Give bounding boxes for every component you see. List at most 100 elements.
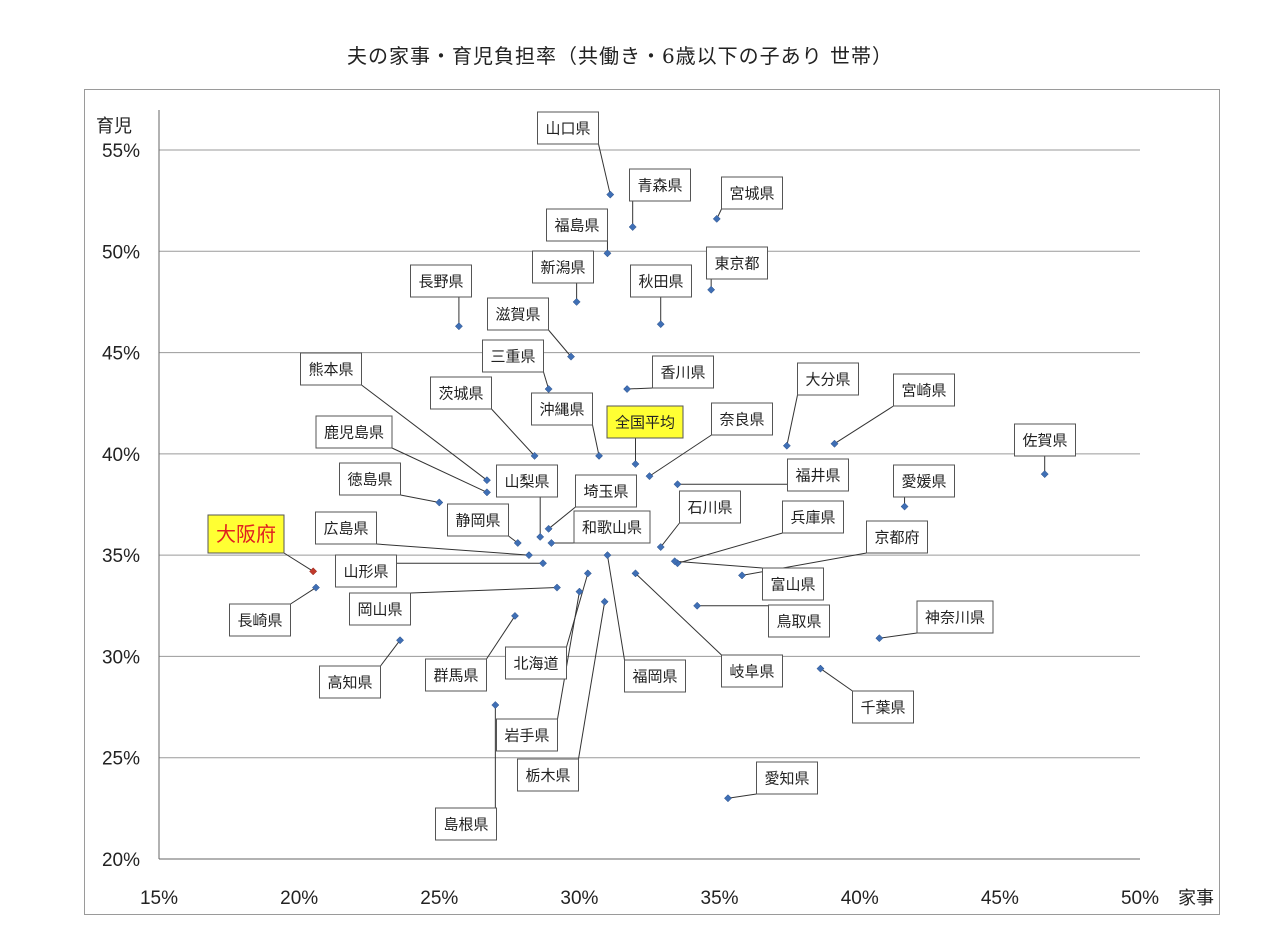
point-label: 長野県 (418, 272, 463, 290)
data-point (816, 664, 825, 673)
point-label: 北海道 (513, 654, 558, 672)
point-label: 鹿児島県 (324, 423, 384, 441)
point-label: 沖縄県 (539, 400, 584, 418)
axis-labels: 育児 家事 20%25%30%35%40%45%50%55%15% 20% 25% 3… (96, 116, 1214, 909)
y-tick-label: 45% (102, 344, 140, 365)
data-point (525, 551, 533, 560)
data-point (693, 601, 702, 610)
leader-line (361, 384, 488, 481)
leader-line (677, 532, 783, 564)
leader-line (380, 639, 401, 667)
point-label: 徳島県 (347, 470, 392, 488)
point-label-box (797, 362, 859, 396)
point-label: 大分県 (805, 370, 850, 388)
y-tick-label: 30% (102, 647, 140, 668)
y-tick-label: 35% (102, 546, 140, 567)
data-point (782, 441, 791, 450)
point-label-box (624, 659, 686, 693)
point-label: 福岡県 (632, 667, 677, 685)
data-point (645, 472, 654, 481)
leader-line (410, 587, 558, 594)
data-point (603, 249, 612, 258)
point-label: 岡山県 (357, 600, 402, 618)
leader-line (376, 543, 530, 556)
data-point (536, 532, 545, 541)
data-point (830, 439, 839, 448)
point-label-box (207, 514, 285, 554)
data-point (707, 285, 716, 294)
point-label: 秋田県 (638, 272, 683, 290)
point-label-box (706, 246, 768, 280)
y-tick-label: 55% (102, 141, 140, 162)
data-point (606, 190, 615, 199)
point-label-box (300, 352, 362, 386)
data-point (396, 636, 404, 645)
x-tick-label: 50% (1121, 888, 1159, 909)
point-label-box (447, 503, 509, 537)
point-label: 広島県 (323, 519, 368, 537)
data-point (530, 451, 539, 460)
y-axis-title: 育児 (96, 116, 132, 137)
data-point (631, 569, 640, 578)
data-point (628, 223, 637, 231)
point-label-box (1014, 423, 1076, 457)
leader-line (674, 560, 763, 569)
data-point (656, 543, 665, 551)
data-point (656, 320, 665, 329)
point-label-box (787, 458, 849, 492)
point-label: 神奈川県 (925, 608, 985, 626)
point-label-box (679, 490, 741, 524)
data-point (513, 539, 522, 547)
data-point (435, 498, 444, 507)
leader-lines (283, 143, 1046, 808)
x-tick-label: 15% (140, 888, 178, 909)
point-label: 長崎県 (237, 611, 282, 629)
data-point (491, 701, 500, 709)
leader-line (486, 615, 516, 660)
point-label: 佐賀県 (1022, 431, 1067, 449)
point-label: 埼玉県 (583, 482, 628, 500)
data-point (482, 476, 491, 485)
data-points (309, 190, 1049, 803)
point-label: 宮崎県 (901, 381, 946, 399)
data-point (583, 569, 592, 578)
data-point (547, 539, 556, 547)
point-label-box (573, 510, 651, 544)
data-point (900, 502, 909, 511)
data-point (539, 559, 547, 568)
point-label: 兵庫県 (790, 508, 835, 526)
point-label-box (505, 646, 567, 680)
point-label: 愛媛県 (901, 472, 946, 490)
grid-layer (158, 110, 1140, 860)
data-point (553, 583, 561, 592)
leader-line (786, 394, 798, 446)
x-tick-label: 30% (560, 888, 598, 909)
leader-line (391, 447, 488, 493)
leader-line (566, 573, 589, 648)
x-tick-label: 45% (981, 888, 1019, 909)
point-label: 青森県 (637, 176, 682, 194)
point-label: 栃木県 (525, 766, 570, 784)
point-label-box (630, 264, 692, 298)
point-label: 福島県 (554, 216, 599, 234)
leader-line (606, 555, 625, 661)
leader-line (879, 632, 918, 639)
point-label-box (410, 264, 472, 298)
data-point (595, 451, 604, 460)
point-label: 岩手県 (504, 726, 549, 744)
point-label: 新潟県 (540, 258, 585, 276)
point-label: 山形県 (343, 562, 388, 580)
point-label-box (768, 604, 830, 638)
point-label-box (721, 654, 783, 688)
x-tick-label: 25% (420, 888, 458, 909)
point-label-box (435, 807, 497, 841)
point-label-box (782, 500, 844, 534)
x-tick-label: 40% (841, 888, 879, 909)
data-point (567, 352, 575, 361)
point-label-box (430, 376, 492, 410)
point-label: 愛知県 (764, 769, 809, 787)
data-point (600, 597, 609, 606)
point-label: 高知県 (327, 673, 372, 691)
point-label-box (852, 690, 914, 724)
